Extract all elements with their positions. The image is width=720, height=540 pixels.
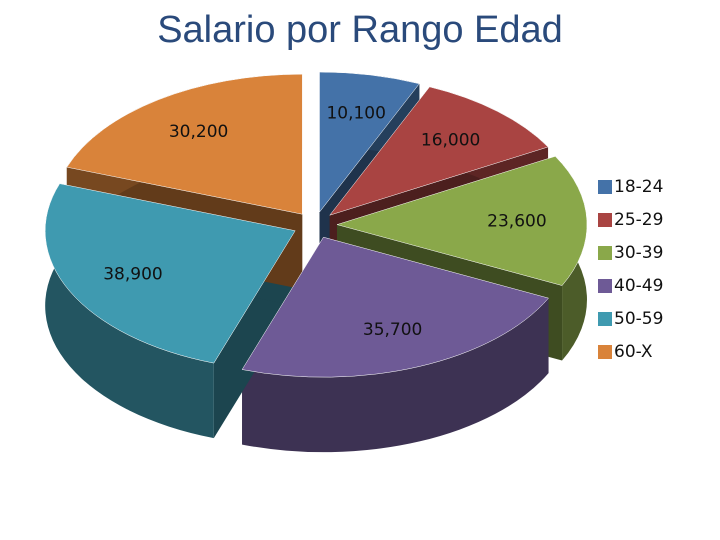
data-label: 38,900	[103, 264, 162, 284]
data-label: 10,100	[326, 103, 385, 123]
slice-rim	[242, 298, 549, 453]
slice	[336, 156, 588, 286]
legend-swatch	[598, 312, 612, 326]
legend-swatch	[598, 345, 612, 359]
data-labels: 10,100 16,000 23,600 35,700 38,900 30,200	[103, 103, 546, 340]
data-label: 16,000	[421, 131, 480, 151]
legend-label: 50-59	[614, 309, 663, 329]
slice-rim	[45, 183, 214, 439]
data-label: 23,600	[487, 212, 546, 232]
slice	[44, 183, 296, 364]
slice	[329, 86, 549, 216]
legend-swatch	[598, 279, 612, 293]
legend-swatch	[598, 213, 612, 227]
data-label: 30,200	[169, 122, 228, 142]
legend-label: 30-39	[614, 243, 663, 263]
legend-label: 18-24	[614, 177, 663, 197]
slice	[66, 73, 303, 215]
slice-tops	[44, 71, 588, 378]
legend-label: 25-29	[614, 210, 663, 230]
legend-swatch	[598, 246, 612, 260]
legend-swatch	[598, 180, 612, 194]
legend-label: 40-49	[614, 276, 663, 296]
chart-title: Salario por Rango Edad	[157, 9, 563, 51]
data-label: 35,700	[363, 320, 422, 340]
legend-label: 60-X	[614, 342, 653, 362]
slice	[241, 236, 549, 378]
slice	[319, 71, 420, 213]
